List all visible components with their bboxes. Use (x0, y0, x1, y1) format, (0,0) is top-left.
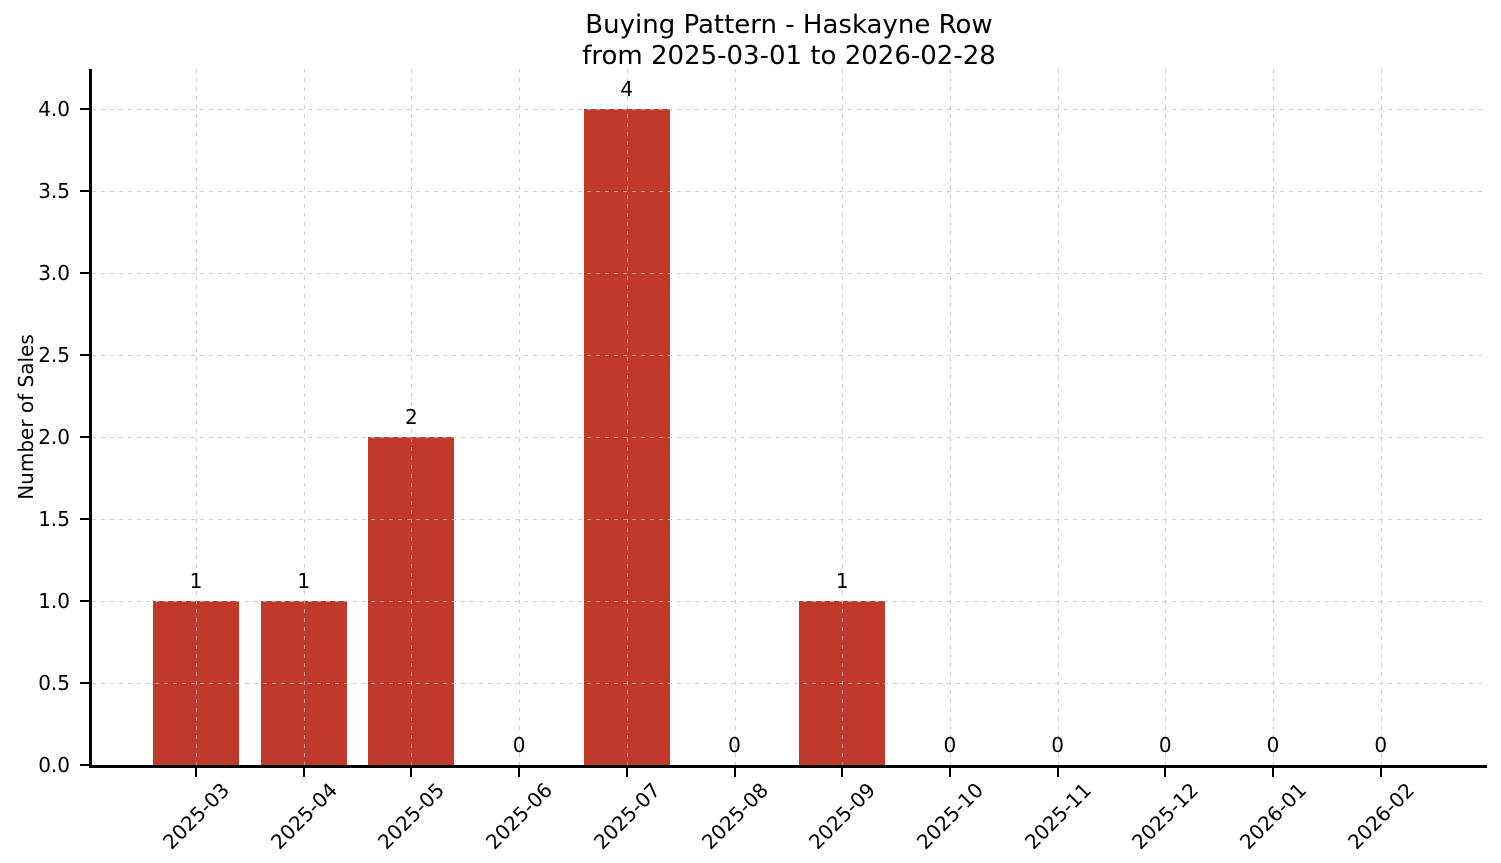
y-tick-label-1.0: 1.0 (38, 589, 70, 613)
bar-value-label-2025-09: 1 (835, 569, 849, 593)
vertical-gridline (1165, 69, 1167, 765)
y-tick-label-1.5: 1.5 (38, 507, 70, 531)
vertical-gridline (626, 69, 628, 765)
x-tick (410, 768, 413, 777)
y-tick-label-0.0: 0.0 (38, 753, 70, 777)
bar-value-label-2025-05: 2 (405, 405, 418, 429)
bar-value-label-2025-07: 4 (620, 77, 634, 101)
x-tick-label-2025-06: 2025-06 (481, 777, 558, 855)
bar-value-label-2025-11: 0 (1051, 733, 1064, 757)
vertical-gridline (303, 69, 305, 765)
horizontal-gridline (92, 519, 1487, 520)
x-tick-label-2025-10: 2025-10 (911, 777, 988, 855)
x-tick-label-2026-02: 2026-02 (1342, 777, 1419, 855)
y-tick (80, 108, 89, 110)
horizontal-gridline (92, 601, 1487, 602)
y-tick-label-4.0: 4.0 (38, 97, 70, 121)
x-tick-label-2026-01: 2026-01 (1234, 777, 1312, 855)
y-tick (80, 600, 89, 602)
x-tick (518, 768, 521, 777)
horizontal-gridline (92, 191, 1487, 192)
x-tick (1379, 768, 1382, 777)
y-tick-label-2.0: 2.0 (38, 425, 70, 449)
vertical-gridline (519, 69, 521, 765)
x-tick-label-2025-08: 2025-08 (696, 777, 773, 855)
y-tick (80, 682, 89, 684)
chart-title: Buying Pattern - Haskayne Row (585, 10, 993, 40)
x-tick (302, 768, 305, 777)
vertical-gridline (411, 69, 413, 765)
y-tick (80, 190, 89, 192)
horizontal-gridline (92, 355, 1487, 356)
bar-value-label-2025-12: 0 (1158, 733, 1172, 757)
vertical-gridline (734, 69, 736, 765)
y-tick-label-0.5: 0.5 (38, 671, 70, 695)
chart-subtitle: from 2025-03-01 to 2026-02-28 (582, 41, 996, 71)
y-tick (80, 354, 89, 356)
bar-value-label-2026-01: 0 (1266, 733, 1280, 757)
x-tick (625, 768, 628, 777)
x-tick-label-2025-04: 2025-04 (265, 777, 342, 855)
x-tick-label-2025-09: 2025-09 (804, 777, 881, 855)
x-axis-spine (89, 765, 1487, 768)
y-tick-label-3.5: 3.5 (38, 179, 70, 203)
x-tick-label-2025-12: 2025-12 (1127, 777, 1204, 855)
x-tick (1272, 768, 1274, 777)
x-tick (195, 768, 197, 777)
y-tick (80, 436, 89, 438)
chart-title-block: Buying Pattern - Haskayne Row from 2025-… (582, 10, 996, 72)
x-tick-label-2025-07: 2025-07 (588, 777, 665, 855)
bar-value-label-2025-08: 0 (728, 733, 741, 757)
vertical-gridline (1273, 69, 1274, 765)
vertical-gridline (842, 69, 844, 765)
horizontal-gridline (92, 683, 1487, 684)
horizontal-gridline (92, 273, 1487, 274)
bar-value-label-2026-02: 0 (1374, 733, 1388, 757)
vertical-gridline (949, 69, 951, 765)
y-tick-label-2.5: 2.5 (38, 343, 70, 367)
x-tick (733, 768, 736, 777)
x-tick (1164, 768, 1167, 777)
y-tick-label-3.0: 3.0 (38, 261, 70, 285)
x-tick (841, 768, 844, 777)
y-axis-spine (89, 69, 92, 768)
bar-value-label-2025-03: 1 (189, 569, 203, 593)
vertical-gridline (196, 69, 197, 765)
y-tick (80, 518, 89, 520)
horizontal-gridline (92, 109, 1487, 110)
vertical-gridline (1380, 69, 1382, 765)
bar-value-label-2025-06: 0 (512, 733, 526, 757)
y-tick (80, 764, 89, 766)
x-tick-label-2025-03: 2025-03 (157, 777, 235, 855)
horizontal-gridline (92, 437, 1487, 438)
y-tick (80, 272, 89, 274)
bar-value-label-2025-10: 0 (943, 733, 957, 757)
vertical-gridline (1057, 69, 1059, 765)
x-tick (1056, 768, 1059, 777)
bar-value-label-2025-04: 1 (297, 569, 311, 593)
x-tick (948, 768, 951, 777)
x-tick-label-2025-11: 2025-11 (1019, 777, 1096, 855)
x-tick-label-2025-05: 2025-05 (373, 777, 450, 855)
